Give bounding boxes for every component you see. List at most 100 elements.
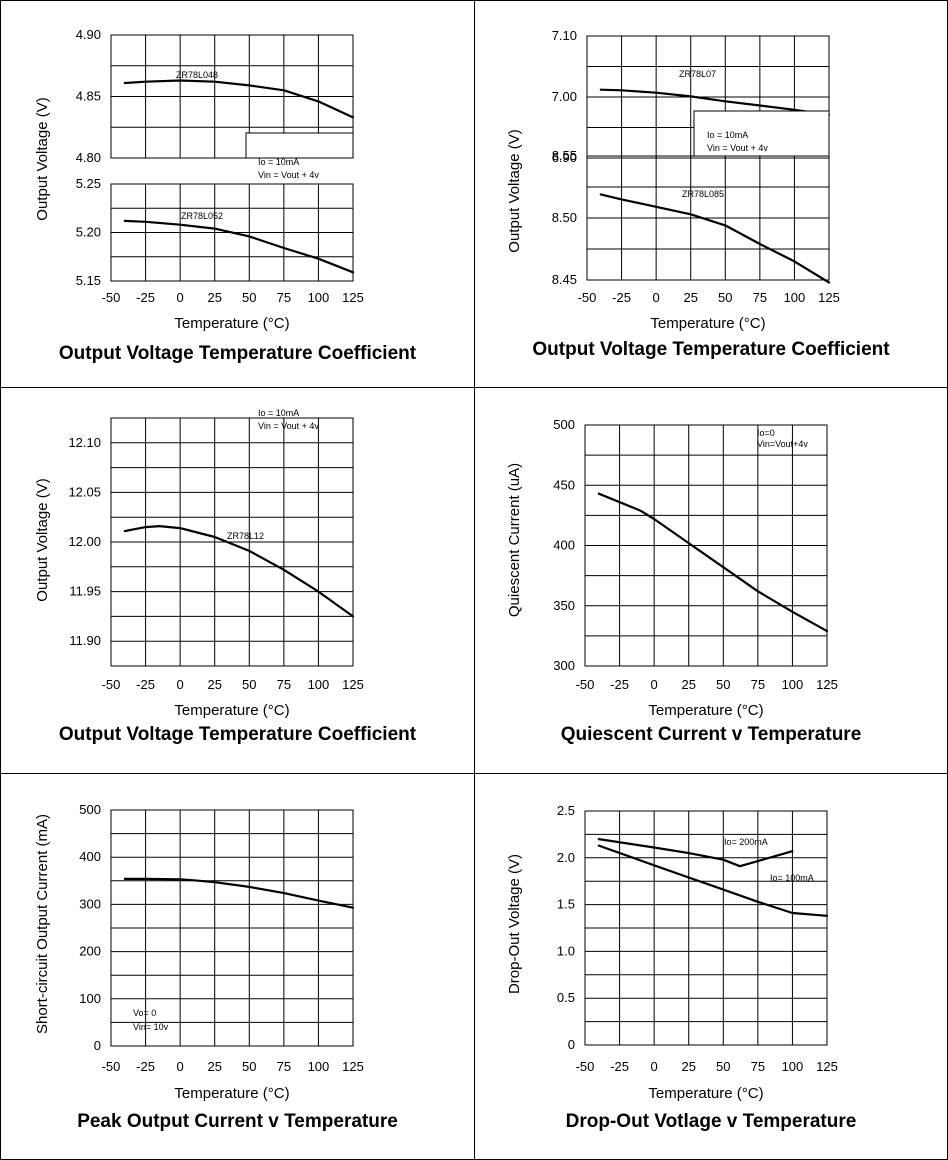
y-tick-label: 7.10 bbox=[552, 28, 577, 43]
y-tick-label: 1.0 bbox=[557, 943, 575, 958]
x-tick-label: -25 bbox=[136, 677, 155, 692]
y-tick-label: 4.80 bbox=[76, 150, 101, 165]
chart-panel-output-voltage-7-85: 6.90 7.00 7.10 ZR78L07 8.45 8.50 8.55 ZR78L085 I… bbox=[474, 0, 948, 388]
y-tick-label: 4.85 bbox=[76, 89, 101, 104]
x-axis-title: Temperature (°C) bbox=[650, 315, 765, 332]
annotation-text: Io = 10mA bbox=[258, 408, 299, 418]
annotation-text: Vin=Vout+4v bbox=[757, 439, 808, 449]
chart-panel-quiescent-current: 300 350 400 450 500 Io=0 Vin=Vout+4v -50 -25 0 25 5… bbox=[474, 387, 948, 774]
y-tick-label: 1.5 bbox=[557, 897, 575, 912]
y-tick-label: 5.20 bbox=[76, 225, 101, 240]
series-label: ZR78L07 bbox=[679, 69, 716, 79]
x-axis-title: Temperature (°C) bbox=[648, 1085, 763, 1102]
x-tick-label: 50 bbox=[716, 677, 730, 692]
x-tick-label: 25 bbox=[681, 1059, 695, 1074]
x-tick-label: 50 bbox=[242, 677, 256, 692]
y-tick-label: 0 bbox=[94, 1038, 101, 1053]
x-axis-title: Temperature (°C) bbox=[174, 315, 289, 332]
series-line bbox=[597, 492, 829, 633]
x-tick-label: 75 bbox=[277, 1059, 291, 1074]
x-tick-label: 100 bbox=[308, 677, 330, 692]
x-tick-label: 75 bbox=[277, 677, 291, 692]
annotation-text: Io = 10mA bbox=[707, 130, 748, 140]
x-tick-label: 25 bbox=[681, 677, 695, 692]
series-line bbox=[599, 88, 831, 116]
x-tick-label: 75 bbox=[751, 1059, 765, 1074]
y-tick-label: 4.90 bbox=[76, 27, 101, 42]
x-tick-label: 0 bbox=[177, 290, 184, 305]
x-tick-label: 100 bbox=[784, 290, 806, 305]
annotation-text: Vin= 10v bbox=[133, 1022, 169, 1032]
annotation-box bbox=[693, 110, 830, 157]
y-tick-label: 12.05 bbox=[68, 484, 101, 499]
x-tick-label: -50 bbox=[102, 677, 121, 692]
y-tick-label: 400 bbox=[79, 849, 101, 864]
x-tick-label: 100 bbox=[308, 290, 330, 305]
x-tick-label: -50 bbox=[102, 1059, 121, 1074]
y-axis-title: Output Voltage (V) bbox=[506, 129, 523, 252]
x-tick-label: 50 bbox=[242, 1059, 256, 1074]
x-tick-label: 75 bbox=[277, 290, 291, 305]
annotation-text: Vin = Vout + 4v bbox=[258, 170, 319, 180]
chart-title: Output Voltage Temperature Coefficient bbox=[532, 339, 890, 360]
series-line bbox=[597, 844, 829, 917]
x-tick-label: 125 bbox=[342, 1059, 364, 1074]
chart-panel-output-voltage-48-52: 4.80 4.85 4.90 ZR78L048 5.15 5.20 5.25 ZR78L052… bbox=[0, 0, 475, 388]
x-tick-label: -25 bbox=[136, 1059, 155, 1074]
x-tick-label: 25 bbox=[207, 290, 221, 305]
series-line bbox=[123, 877, 355, 909]
annotation-text: Vin = Vout + 4v bbox=[258, 421, 319, 431]
x-tick-label: -25 bbox=[136, 290, 155, 305]
annotation-text: Io=0 bbox=[757, 428, 775, 438]
x-tick-label: 50 bbox=[718, 290, 732, 305]
x-tick-label: -25 bbox=[610, 1059, 629, 1074]
y-tick-label: 6.90 bbox=[552, 150, 577, 165]
x-tick-label: 50 bbox=[242, 290, 256, 305]
x-tick-label: -50 bbox=[576, 1059, 595, 1074]
y-tick-label: 12.10 bbox=[68, 435, 101, 450]
x-tick-label: 125 bbox=[816, 677, 838, 692]
x-tick-label: 100 bbox=[782, 1059, 804, 1074]
y-tick-label: 500 bbox=[79, 802, 101, 817]
y-tick-label: 11.95 bbox=[69, 584, 101, 599]
y-tick-label: 7.00 bbox=[552, 89, 577, 104]
y-axis-title: Output Voltage (V) bbox=[34, 478, 51, 601]
x-tick-label: -50 bbox=[102, 290, 121, 305]
chart-title: Output Voltage Temperature Coefficient bbox=[58, 343, 417, 364]
chart-0-svg: 4.80 4.85 4.90 ZR78L048 5.15 5.20 5.25 ZR78L052… bbox=[34, 27, 364, 332]
x-tick-label: 25 bbox=[683, 290, 697, 305]
x-tick-label: 25 bbox=[207, 677, 221, 692]
chart-5-svg: 0 0.5 1.0 1.5 2.0 2.5 Io= 200mA Io= 100mA -50 -25… bbox=[506, 803, 838, 1102]
y-tick-label: 8.45 bbox=[552, 272, 577, 287]
series-line bbox=[123, 525, 355, 618]
x-tick-label: -50 bbox=[576, 677, 595, 692]
chart-title: Drop-Out Votlage v Temperature bbox=[565, 1111, 857, 1132]
series-line bbox=[123, 219, 355, 274]
x-axis-title: Temperature (°C) bbox=[174, 702, 289, 719]
x-tick-label: 75 bbox=[753, 290, 767, 305]
annotation-text: Vo= 0 bbox=[133, 1008, 156, 1018]
y-tick-label: 200 bbox=[79, 944, 101, 959]
chart-1-svg: 6.90 7.00 7.10 ZR78L07 8.45 8.50 8.55 ZR78L085 I… bbox=[506, 28, 840, 332]
y-axis-title: Drop-Out Voltage (V) bbox=[506, 854, 523, 994]
x-tick-label: 0 bbox=[177, 677, 184, 692]
y-tick-label: 11.90 bbox=[69, 633, 101, 648]
y-tick-label: 8.50 bbox=[552, 210, 577, 225]
y-tick-label: 0.5 bbox=[557, 990, 575, 1005]
x-axis-title: Temperature (°C) bbox=[174, 1085, 289, 1102]
x-tick-label: 0 bbox=[651, 677, 658, 692]
x-axis-title: Temperature (°C) bbox=[648, 702, 763, 719]
chart-4-svg: 0 100 200 300 400 500 Vo= 0 Vin= 10v -50 -25 0 25 50… bbox=[34, 802, 364, 1102]
y-axis-title: Output Voltage (V) bbox=[34, 97, 51, 220]
series-label: ZR78L12 bbox=[227, 531, 264, 541]
x-tick-label: 100 bbox=[782, 677, 804, 692]
series-line bbox=[599, 193, 831, 284]
y-tick-label: 2.0 bbox=[557, 850, 575, 865]
y-tick-label: 350 bbox=[553, 598, 575, 613]
series-label: Io= 100mA bbox=[770, 873, 814, 883]
chart-2-svg: 11.90 11.95 12.00 12.05 12.10 ZR78L12 Io = 10m… bbox=[34, 408, 364, 719]
y-tick-label: 400 bbox=[553, 538, 575, 553]
x-tick-label: 125 bbox=[816, 1059, 838, 1074]
series-label: ZR78L085 bbox=[682, 189, 724, 199]
